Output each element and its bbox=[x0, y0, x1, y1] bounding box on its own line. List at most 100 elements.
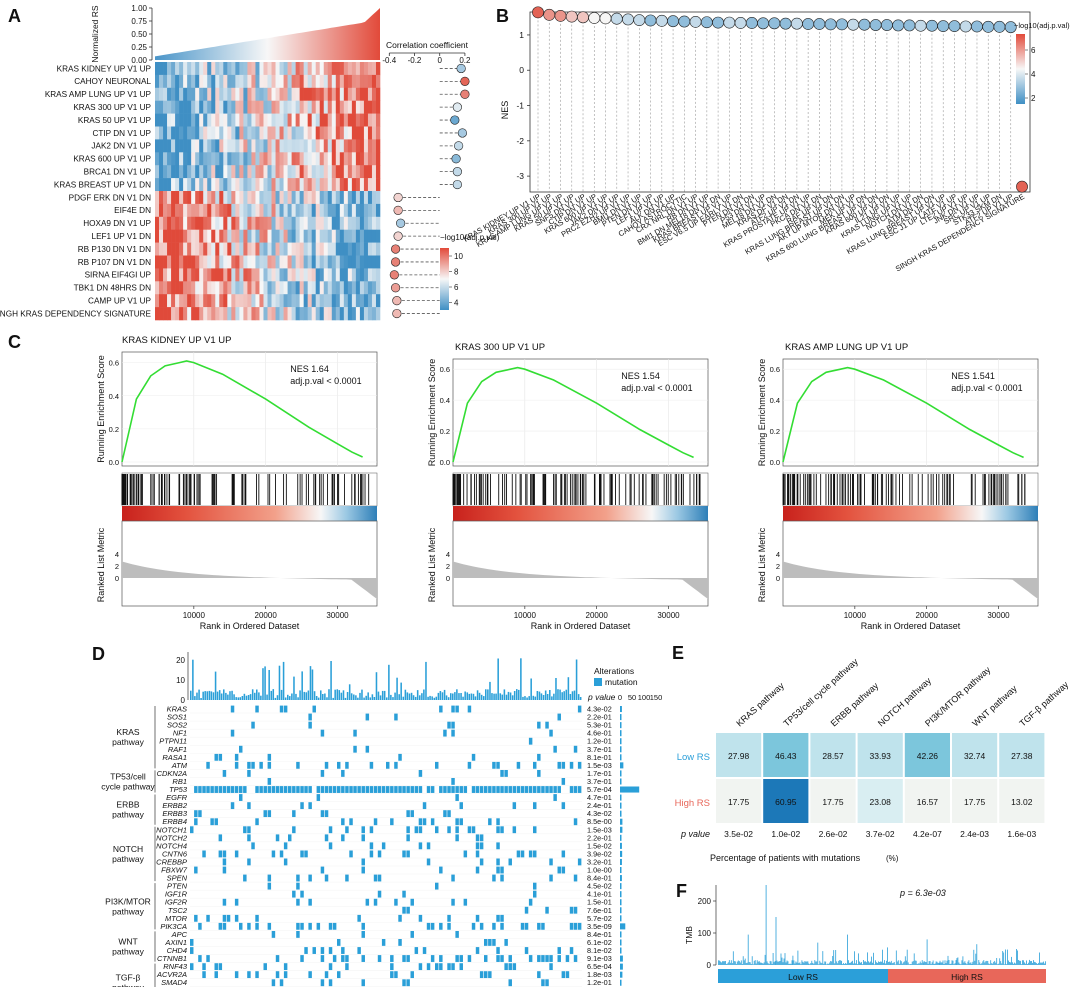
heatmap-cell bbox=[323, 229, 329, 243]
mutation-cell bbox=[271, 850, 276, 858]
heatmap-cell bbox=[243, 62, 248, 76]
x-tick-label-c: 30000 bbox=[987, 611, 1010, 620]
mutation-cell bbox=[435, 826, 439, 834]
mutation-count-bar bbox=[303, 691, 306, 700]
tmb-bar bbox=[840, 960, 842, 965]
mutation-count-bar bbox=[408, 693, 411, 700]
es-axis-title: Running Enrichment Score bbox=[757, 359, 767, 467]
mutation-cell bbox=[247, 858, 251, 866]
heatmap-cell bbox=[251, 87, 256, 101]
gene-label: RASA1 bbox=[162, 753, 187, 762]
heatmap-cell bbox=[191, 100, 196, 114]
heatmap-cell bbox=[251, 139, 256, 153]
mutation-cell bbox=[267, 778, 272, 785]
heatmap-cell bbox=[287, 242, 292, 256]
mutation-cell bbox=[292, 890, 296, 898]
heatmap-cell bbox=[199, 165, 204, 179]
tmb-bar bbox=[837, 963, 839, 965]
heatmap-cell bbox=[275, 178, 280, 192]
tmb-bar bbox=[1042, 962, 1043, 965]
gene-count-bar bbox=[620, 746, 622, 753]
heatmap-cell bbox=[223, 178, 228, 192]
tmb-bar bbox=[963, 962, 965, 965]
gene-pvalue: 8.4e-01 bbox=[587, 930, 612, 939]
mutation-count-bar bbox=[472, 693, 475, 700]
tmb-bar bbox=[945, 963, 947, 965]
tmb-bar bbox=[766, 961, 768, 965]
mutation-cell bbox=[512, 786, 517, 793]
heatmap-cell bbox=[247, 74, 252, 89]
gene-count-bar bbox=[620, 850, 623, 857]
heatmap-cell bbox=[263, 165, 268, 179]
heatmap-cell bbox=[191, 178, 196, 192]
mutation-count-bar bbox=[317, 697, 320, 700]
heatmap-cell bbox=[263, 152, 268, 166]
gene-pvalue: 1.0e-00 bbox=[587, 866, 612, 875]
gene-label: SOS1 bbox=[167, 713, 187, 722]
mutation-cell bbox=[361, 858, 365, 866]
heatmap-cell bbox=[251, 281, 256, 295]
heatmap-row-label: CAMP UP V1 UP bbox=[88, 296, 151, 305]
heatmap-cell bbox=[375, 229, 381, 243]
heatmap-cell bbox=[199, 242, 204, 256]
x-tick-label-c: 10000 bbox=[844, 611, 867, 620]
heatmap-cell bbox=[299, 229, 304, 243]
tmb-bar bbox=[1032, 962, 1033, 965]
heatmap-cell bbox=[307, 255, 312, 269]
gene-pvalue: 3.5e-09 bbox=[587, 922, 612, 931]
tmb-bar bbox=[903, 961, 905, 965]
tmb-bar bbox=[865, 961, 866, 965]
heatmap-cell bbox=[323, 126, 329, 140]
gene-count-bar bbox=[620, 754, 622, 761]
heatmap-cell bbox=[195, 178, 200, 192]
mutation-count-bar bbox=[251, 689, 254, 700]
heatmap-cell bbox=[207, 229, 212, 243]
tmb-bar bbox=[779, 961, 781, 965]
heatmap-cell bbox=[339, 307, 345, 321]
gene-count-bar bbox=[620, 923, 626, 930]
heatmap-cell bbox=[331, 229, 337, 243]
mutation-count-bar bbox=[208, 690, 211, 700]
tmb-bar bbox=[738, 961, 740, 965]
heatmap-cell bbox=[375, 100, 381, 114]
nes-point bbox=[644, 14, 657, 27]
mutation-cell bbox=[430, 922, 435, 930]
mutation-cell bbox=[455, 705, 459, 713]
mutation-count-bar bbox=[282, 661, 285, 700]
mutation-cell bbox=[426, 786, 431, 793]
heatmap-cell bbox=[359, 139, 365, 153]
tmb-bar bbox=[973, 949, 975, 965]
mutation-cell bbox=[214, 786, 218, 793]
heatmap-cell bbox=[339, 216, 345, 230]
tmb-bar bbox=[989, 964, 991, 965]
heatmap-cell bbox=[263, 74, 268, 89]
tmb-bar bbox=[770, 961, 772, 965]
mutation-cell bbox=[439, 922, 443, 930]
tmb-bar bbox=[880, 961, 881, 965]
legend-swatch-d bbox=[594, 678, 602, 686]
heatmap-cell bbox=[275, 216, 280, 230]
heatmap-cell bbox=[195, 242, 200, 256]
heatmap-cell bbox=[295, 229, 300, 243]
heatmap-cell bbox=[199, 203, 204, 218]
heatmap-cell bbox=[295, 281, 300, 295]
nes-point bbox=[824, 18, 837, 31]
heatmap-cell bbox=[287, 307, 292, 321]
heatmap-cell bbox=[155, 87, 160, 101]
mutation-cell bbox=[345, 761, 349, 769]
heatmap-cell bbox=[219, 203, 224, 218]
nes-point bbox=[790, 17, 803, 30]
heatmap-cell bbox=[191, 307, 196, 321]
tmb-bar bbox=[995, 962, 997, 965]
tmb-bar bbox=[1022, 960, 1023, 965]
heatmap-cell bbox=[247, 307, 252, 321]
mutation-cell bbox=[577, 705, 582, 713]
mutation-count-bar bbox=[468, 693, 471, 700]
rs-tick-label: 0.25 bbox=[131, 43, 147, 52]
mutation-count-bar bbox=[526, 697, 528, 700]
heatmap-cell bbox=[231, 165, 236, 179]
tmb-bar bbox=[986, 960, 988, 965]
heatmap-cell bbox=[163, 294, 168, 308]
heatmap-row-label: KRAS 300 UP V1 UP bbox=[73, 103, 151, 112]
